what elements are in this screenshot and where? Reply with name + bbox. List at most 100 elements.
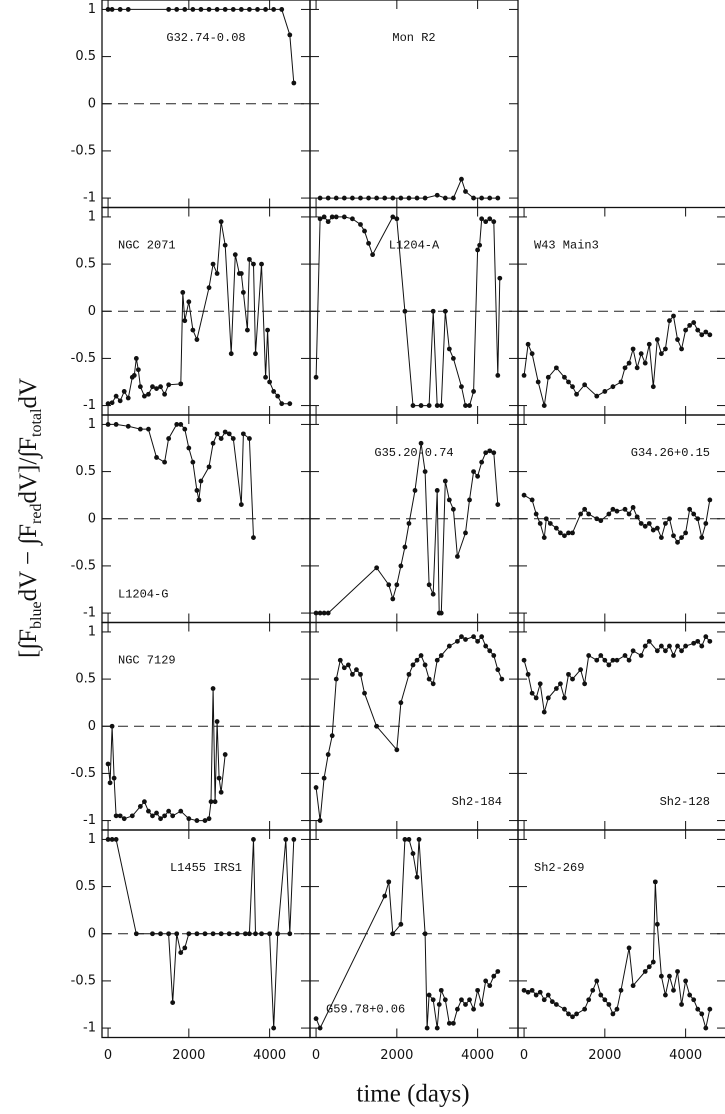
x-axis-label: time (days) (356, 1081, 469, 1108)
data-point (459, 997, 464, 1003)
data-point (350, 671, 355, 677)
data-point (642, 969, 648, 974)
y-label-part: dV − ∫F (15, 524, 43, 601)
data-point (475, 473, 481, 479)
data-point (543, 516, 549, 522)
data-point (190, 7, 196, 12)
data-point (471, 1006, 476, 1012)
data-point (695, 516, 701, 522)
data-point (695, 638, 701, 644)
data-point (146, 808, 151, 814)
y-label-subscript: red (28, 504, 45, 524)
data-point (325, 195, 331, 201)
y-tick-label: 0 (88, 511, 96, 526)
y-tick-label: 0.5 (75, 49, 96, 64)
data-point (646, 341, 652, 347)
data-point (390, 195, 396, 201)
data-point (341, 214, 347, 220)
data-point (646, 638, 652, 644)
data-point (606, 662, 612, 668)
y-tick-label: 1 (88, 624, 96, 639)
data-point (491, 653, 497, 658)
data-point (630, 505, 636, 510)
data-point (398, 700, 404, 706)
data-point (430, 997, 436, 1003)
data-point (521, 657, 527, 663)
data-point (582, 506, 588, 512)
data-point (158, 384, 163, 390)
data-point (594, 516, 600, 522)
data-point (499, 676, 505, 682)
data-point (479, 459, 485, 465)
data-point (133, 931, 139, 937)
data-point (366, 240, 371, 246)
data-point (317, 818, 323, 823)
data-point (166, 7, 172, 12)
data-point (594, 978, 600, 984)
data-point (586, 511, 592, 517)
data-point (382, 893, 388, 899)
data-point (194, 818, 200, 823)
data-point (194, 931, 200, 937)
data-point (226, 431, 232, 437)
data-point (247, 256, 252, 262)
data-point (162, 391, 168, 397)
data-point (707, 497, 713, 503)
data-point (362, 228, 367, 234)
data-point (467, 997, 472, 1003)
data-point (574, 391, 579, 397)
data-point (107, 780, 113, 786)
data-point (663, 992, 668, 998)
data-point (477, 242, 483, 248)
data-point (533, 695, 539, 701)
data-point (675, 337, 680, 342)
data-point (337, 657, 343, 663)
data-point (374, 195, 380, 201)
data-point (707, 1006, 713, 1012)
data-point (463, 637, 468, 642)
data-point (614, 657, 620, 663)
data-point (533, 992, 539, 998)
data-point (646, 521, 652, 526)
data-point (109, 837, 115, 842)
data-point (658, 973, 664, 979)
data-point (321, 775, 327, 781)
data-point (137, 384, 143, 390)
data-point (434, 657, 440, 663)
data-point (652, 879, 658, 885)
data-point (196, 497, 202, 503)
data-point (325, 219, 331, 225)
data-point (287, 32, 293, 38)
data-point (275, 393, 281, 399)
data-point (218, 931, 224, 937)
data-point (174, 7, 180, 12)
data-point (137, 426, 143, 432)
data-point (475, 247, 481, 253)
data-point (541, 403, 547, 408)
data-point (263, 374, 268, 380)
data-point (671, 313, 676, 319)
data-point (598, 992, 604, 998)
data-point (234, 931, 240, 937)
data-point (446, 346, 452, 352)
data-point (438, 653, 444, 658)
data-point (491, 450, 497, 456)
y-tick-label: 1 (88, 832, 96, 847)
data-point (317, 216, 323, 222)
data-point (174, 422, 180, 427)
data-point (471, 389, 476, 394)
data-point (426, 992, 432, 998)
data-point (113, 393, 119, 399)
data-point (362, 690, 367, 696)
data-point (475, 638, 481, 644)
data-point (487, 983, 493, 989)
panel-label: NGC 2071 (118, 239, 176, 253)
panel-label: Sh2-184 (452, 795, 502, 809)
data-point (553, 686, 559, 691)
data-point (291, 837, 297, 842)
y-tick-label: 0 (88, 304, 96, 319)
data-point (117, 398, 123, 404)
y-tick-label: -0.5 (71, 973, 96, 988)
y-tick-label: 1 (88, 417, 96, 432)
data-point (125, 7, 131, 12)
